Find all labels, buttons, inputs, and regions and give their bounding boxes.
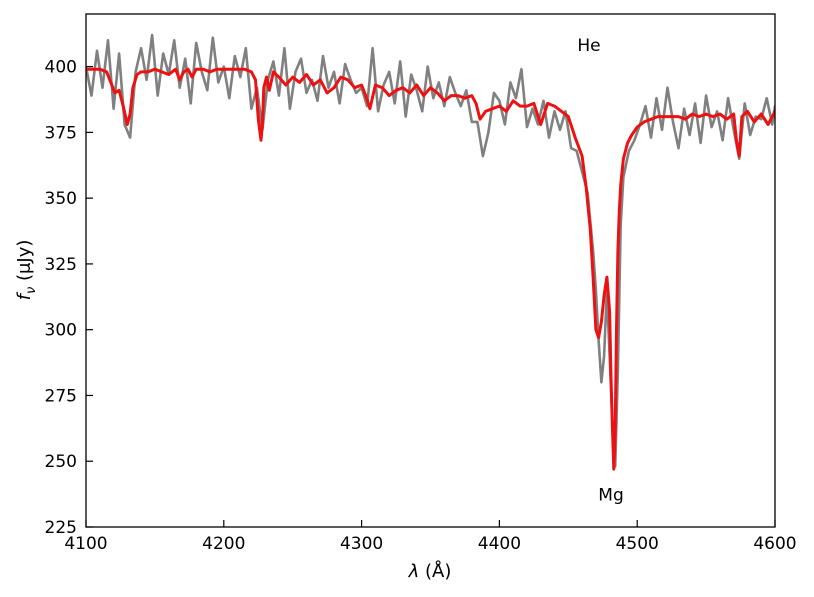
y-tick-label: 250 [45,452,77,472]
x-tick-label: 4400 [478,534,521,554]
x-tick-label: 4600 [753,534,796,554]
y-axis-label: fν (μJy) [14,240,39,301]
plot-frame [85,13,776,528]
y-label-nu: ν [24,287,39,294]
y-tick-label: 350 [45,189,77,209]
y-tick-label: 225 [45,518,77,538]
annotation-mg: Mg [598,486,623,506]
observed-spectrum-line [86,33,775,468]
x-axis-label: λ (Å) [408,560,452,582]
y-label-units: (μJy) [14,240,35,287]
model-spectrum-line [86,67,775,471]
x-tick-label: 4200 [202,534,245,554]
axes-frame [85,13,776,528]
y-label-f: f [14,291,35,300]
x-label-lambda: λ [408,561,420,582]
x-tick-label: 4100 [64,534,107,554]
y-tick-label: 400 [45,58,77,78]
y-tick-label: 375 [45,123,77,143]
x-axis-ticks: 4100 4200 4300 4400 4500 4600 [64,520,797,554]
y-tick-label: 275 [45,386,77,406]
line-annotations: He Mg [577,36,623,506]
y-axis-ticks: 225 250 275 300 325 350 375 400 [45,58,93,538]
x-label-units: (Å) [419,560,451,582]
annotation-he: He [577,36,600,56]
x-tick-label: 4500 [616,534,659,554]
x-tick-label: 4300 [340,534,383,554]
y-tick-label: 325 [45,255,77,275]
y-tick-label: 300 [45,321,77,341]
plot-lines [86,33,775,471]
